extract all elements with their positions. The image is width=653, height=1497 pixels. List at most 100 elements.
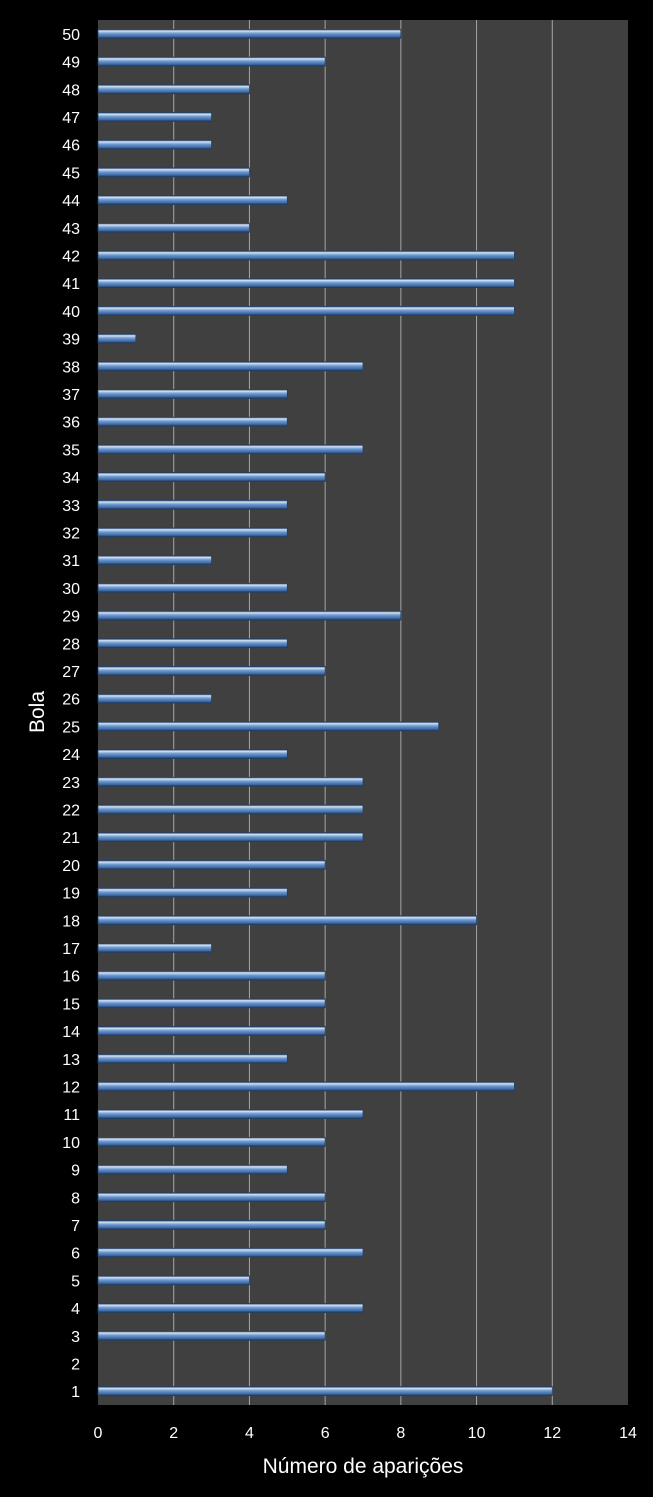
bar-11 — [97, 1109, 364, 1120]
bar-43 — [97, 222, 250, 233]
bar-1 — [97, 1386, 553, 1397]
y-tick-label-32: 32 — [62, 525, 80, 542]
bar-46 — [97, 139, 212, 150]
bar-15 — [97, 998, 326, 1009]
y-tick-label-20: 20 — [62, 858, 80, 875]
y-tick-label-8: 8 — [71, 1190, 80, 1207]
y-axis-title: Bola — [26, 691, 49, 733]
x-tick-label-14: 14 — [619, 1425, 637, 1442]
y-tick-label-5: 5 — [71, 1273, 80, 1290]
y-tick-label-1: 1 — [71, 1384, 80, 1401]
y-tick-label-31: 31 — [62, 553, 80, 570]
y-tick-label-28: 28 — [62, 636, 80, 653]
y-tick-label-7: 7 — [71, 1218, 80, 1235]
y-tick-label-42: 42 — [62, 248, 80, 265]
x-tick-label-8: 8 — [396, 1425, 405, 1442]
y-tick-label-44: 44 — [62, 193, 80, 210]
bar-4 — [97, 1303, 364, 1313]
y-tick-label-23: 23 — [62, 775, 80, 792]
x-tick-label-12: 12 — [543, 1425, 561, 1442]
y-tick-label-12: 12 — [62, 1079, 80, 1096]
bar-36 — [97, 416, 288, 427]
y-tick-label-43: 43 — [62, 221, 80, 238]
x-tick-label-2: 2 — [169, 1425, 178, 1442]
y-tick-label-45: 45 — [62, 165, 80, 182]
y-tick-label-30: 30 — [62, 581, 80, 598]
bar-40 — [97, 305, 515, 316]
bar-34 — [97, 472, 326, 482]
y-tick-label-16: 16 — [62, 969, 80, 986]
bar-10 — [97, 1136, 326, 1147]
bar-19 — [97, 887, 288, 898]
bar-42 — [97, 250, 515, 261]
y-tick-label-33: 33 — [62, 498, 80, 515]
y-tick-label-47: 47 — [62, 110, 80, 127]
x-tick-labels: 0 2 4 6 8 10 12 14 — [94, 1425, 637, 1442]
bar-26 — [97, 693, 212, 704]
y-tick-label-6: 6 — [71, 1246, 80, 1263]
y-tick-label-48: 48 — [62, 82, 80, 99]
y-tick-label-17: 17 — [62, 941, 80, 958]
y-tick-label-50: 50 — [62, 27, 80, 44]
bar-38 — [97, 361, 364, 372]
y-tick-label-39: 39 — [62, 332, 80, 349]
y-tick-label-41: 41 — [62, 276, 80, 293]
y-tick-label-40: 40 — [62, 304, 80, 321]
bar-3 — [97, 1330, 326, 1341]
bar-44 — [97, 195, 288, 205]
bar-39 — [97, 333, 137, 344]
bar-50 — [97, 28, 402, 39]
bar-31 — [97, 555, 212, 566]
y-tick-label-37: 37 — [62, 387, 80, 404]
x-tick-label-6: 6 — [321, 1425, 330, 1442]
y-tick-label-49: 49 — [62, 55, 80, 72]
bar-45 — [97, 167, 250, 178]
x-tick-label-0: 0 — [94, 1425, 103, 1442]
bar-9 — [97, 1164, 288, 1175]
bar-17 — [97, 943, 212, 953]
bar-12 — [97, 1081, 515, 1092]
y-tick-label-10: 10 — [62, 1135, 80, 1152]
bar-22 — [97, 804, 364, 815]
y-tick-label-29: 29 — [62, 609, 80, 626]
bar-28 — [97, 638, 288, 649]
bar-23 — [97, 776, 364, 787]
y-tick-label-15: 15 — [62, 996, 80, 1013]
bar-24 — [97, 749, 288, 759]
y-tick-labels: 1234567891011121314151617181920212223242… — [62, 27, 80, 1401]
bar-27 — [97, 666, 326, 676]
y-tick-label-4: 4 — [71, 1301, 80, 1318]
y-tick-label-2: 2 — [71, 1356, 80, 1373]
bars — [97, 28, 553, 1397]
bar-5 — [97, 1275, 250, 1286]
y-tick-label-19: 19 — [62, 886, 80, 903]
bar-33 — [97, 499, 288, 510]
y-tick-label-27: 27 — [62, 664, 80, 681]
bar-41 — [97, 278, 515, 289]
x-tick-label-10: 10 — [468, 1425, 486, 1442]
bar-25 — [97, 721, 440, 732]
y-tick-label-38: 38 — [62, 359, 80, 376]
bar-37 — [97, 389, 288, 399]
bar-30 — [97, 582, 288, 593]
bar-21 — [97, 832, 364, 843]
y-tick-label-36: 36 — [62, 415, 80, 432]
bar-29 — [97, 610, 402, 621]
y-tick-label-22: 22 — [62, 802, 80, 819]
y-tick-label-34: 34 — [62, 470, 80, 487]
bar-32 — [97, 527, 288, 538]
bar-48 — [97, 84, 250, 95]
x-tick-label-4: 4 — [245, 1425, 254, 1442]
bar-18 — [97, 915, 477, 926]
bar-13 — [97, 1053, 288, 1064]
bar-20 — [97, 859, 326, 870]
y-tick-label-46: 46 — [62, 138, 80, 155]
y-tick-label-26: 26 — [62, 692, 80, 709]
bar-14 — [97, 1026, 326, 1036]
y-tick-label-11: 11 — [63, 1107, 80, 1124]
y-tick-label-3: 3 — [71, 1329, 80, 1346]
y-tick-label-9: 9 — [71, 1163, 80, 1180]
y-tick-label-14: 14 — [62, 1024, 80, 1041]
y-tick-label-24: 24 — [62, 747, 80, 764]
